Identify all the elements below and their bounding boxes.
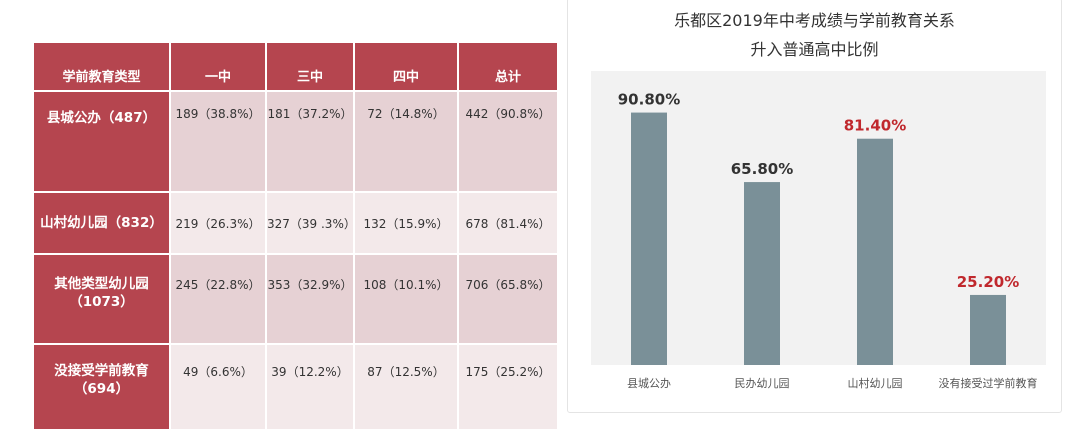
bar bbox=[631, 112, 667, 366]
table-cell: 219（26.3%） bbox=[169, 191, 267, 255]
table-cell: 175（25.2%） bbox=[457, 343, 559, 431]
row-label-text: 其他类型幼儿园 bbox=[54, 276, 149, 292]
bar bbox=[744, 182, 780, 365]
x-tick-label: 没有接受过学前教育 bbox=[939, 376, 1038, 390]
table-row: 没接受学前教育 （694） 49（6.6%） 39（12.2%） 87（12.5… bbox=[32, 343, 559, 431]
table-cell: 108（10.1%） bbox=[353, 253, 459, 345]
row-label: 山村幼儿园（832） bbox=[32, 191, 171, 255]
table-row: 山村幼儿园（832） 219（26.3%） 327（39 .3%） 132（15… bbox=[32, 191, 559, 255]
table-header-row: 学前教育类型 一中 三中 四中 总计 bbox=[32, 41, 559, 92]
table-cell: 442（90.8%） bbox=[457, 90, 559, 193]
table-cell: 72（14.8%） bbox=[353, 90, 459, 193]
table-cell: 189（38.8%） bbox=[169, 90, 267, 193]
x-tick-label: 县城公办 bbox=[627, 377, 671, 390]
row-label: 其他类型幼儿园 （1073） bbox=[32, 253, 171, 345]
row-label-text: 没接受学前教育 bbox=[54, 363, 149, 379]
table-cell: 39（12.2%） bbox=[265, 343, 355, 431]
chart-panel: 乐都区2019年中考成绩与学前教育关系 升入普通高中比例 90.80% 县城公办 6… bbox=[567, 0, 1062, 413]
table-cell: 132（15.9%） bbox=[353, 191, 459, 255]
bar bbox=[970, 294, 1006, 365]
header-school-4: 四中 bbox=[353, 41, 459, 92]
header-total: 总计 bbox=[457, 41, 559, 92]
data-label: 81.40% bbox=[844, 117, 906, 135]
x-tick-label: 民办幼儿园 bbox=[735, 377, 790, 390]
table-cell: 181（37.2%） bbox=[265, 90, 355, 193]
row-label-text: 县城公办（487） bbox=[46, 110, 157, 126]
chart-subtitle: 升入普通高中比例 bbox=[750, 40, 879, 59]
table-cell: 353（32.9%） bbox=[265, 253, 355, 345]
row-label-text: 山村幼儿园（832） bbox=[40, 215, 163, 231]
data-label: 90.80% bbox=[618, 91, 680, 109]
table-cell: 327（39 .3%） bbox=[265, 191, 356, 255]
chart-title: 乐都区2019年中考成绩与学前教育关系 bbox=[674, 11, 955, 30]
row-label-count: （1073） bbox=[69, 294, 134, 310]
header-school-1: 一中 bbox=[169, 41, 267, 92]
bar-chart: 90.80% 县城公办 65.80% 民办幼儿园 81.40% 山村幼儿园 25.20% 没有… bbox=[591, 71, 1046, 390]
row-label: 没接受学前教育 （694） bbox=[32, 343, 171, 431]
data-label: 65.80% bbox=[731, 160, 793, 178]
bar bbox=[857, 138, 893, 365]
header-type: 学前教育类型 bbox=[32, 41, 171, 92]
table-cell: 245（22.8%） bbox=[169, 253, 267, 345]
row-label: 县城公办（487） bbox=[32, 90, 171, 193]
header-school-3: 三中 bbox=[265, 41, 355, 92]
data-label: 25.20% bbox=[957, 273, 1019, 291]
row-label-count: （694） bbox=[73, 381, 130, 397]
table-cell: 49（6.6%） bbox=[169, 343, 267, 431]
table-cell: 678（81.4%） bbox=[457, 191, 559, 255]
table-cell: 706（65.8%） bbox=[457, 253, 559, 345]
table-row: 县城公办（487） 189（38.8%） 181（37.2%） 72（14.8%… bbox=[32, 90, 559, 193]
x-tick-label: 山村幼儿园 bbox=[848, 376, 903, 390]
school-admission-table: 学前教育类型 一中 三中 四中 总计 县城公办（487） 189（38.8%） … bbox=[32, 41, 559, 431]
table-cell: 87（12.5%） bbox=[353, 343, 459, 431]
table-row: 其他类型幼儿园 （1073） 245（22.8%） 353（32.9%） 108… bbox=[32, 253, 559, 345]
